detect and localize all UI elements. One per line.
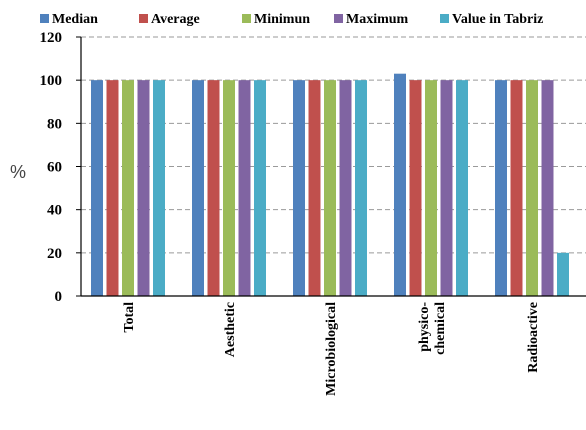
- legend-swatch: [440, 14, 449, 23]
- bar: [238, 80, 251, 297]
- x-category-labels: Total Aesthetic Microbiological physico-che…: [122, 302, 541, 396]
- x-category-label: Aesthetic: [223, 302, 238, 357]
- x-category-label-line: Total: [122, 302, 137, 333]
- bar: [324, 80, 336, 297]
- legend-swatch: [242, 14, 251, 23]
- x-category-label: Radioactive: [526, 302, 541, 373]
- bar: [510, 80, 523, 297]
- bar: [440, 80, 453, 297]
- y-tick-label: 40: [47, 203, 62, 219]
- bar: [394, 73, 406, 296]
- legend-label: Maximum: [346, 12, 409, 27]
- y-tick-label: 0: [55, 289, 63, 305]
- x-category-label: Microbiological: [324, 302, 339, 396]
- legend-label: Value in Tabriz: [452, 12, 543, 27]
- legend-label: Minimun: [254, 12, 310, 27]
- bar: [308, 80, 321, 297]
- axes: [76, 36, 586, 297]
- x-category-label-line: chemical: [433, 302, 448, 355]
- bar: [425, 80, 437, 297]
- y-tick-label: 80: [47, 116, 62, 132]
- y-tick-label: 20: [47, 246, 62, 262]
- bar: [192, 80, 204, 297]
- bar: [122, 80, 134, 297]
- bar: [254, 80, 266, 297]
- bar: [456, 80, 468, 297]
- legend: Median Average Minimun Maximum Value in Tabr…: [40, 12, 543, 27]
- y-tick-labels: 0 20 40 60 80 100 120: [40, 30, 63, 305]
- legend-label: Median: [52, 12, 98, 27]
- y-tick-label: 120: [40, 30, 63, 46]
- x-category-label-line: physico-: [417, 302, 432, 352]
- bar: [355, 80, 367, 297]
- bar: [541, 80, 554, 297]
- legend-swatch: [139, 14, 148, 23]
- bar: [91, 80, 103, 297]
- bar: [339, 80, 352, 297]
- bar: [207, 80, 220, 297]
- x-category-label-line: Aesthetic: [223, 302, 238, 357]
- bars: [91, 73, 569, 297]
- x-category-label-line: Microbiological: [324, 302, 339, 396]
- y-axis-label: %: [10, 162, 26, 182]
- x-category-label-line: Radioactive: [526, 302, 541, 373]
- bar: [409, 80, 422, 297]
- x-category-label: physico-chemical: [417, 302, 448, 355]
- bar: [557, 252, 569, 296]
- y-tick-label: 60: [47, 160, 62, 176]
- x-category-label: Total: [122, 302, 137, 333]
- bar: [106, 80, 119, 297]
- bar: [526, 80, 538, 297]
- bar: [153, 80, 165, 297]
- bar: [495, 80, 507, 297]
- y-tick-label: 100: [40, 73, 63, 89]
- bar: [223, 80, 235, 297]
- legend-swatch: [334, 14, 343, 23]
- legend-label: Average: [151, 12, 200, 27]
- legend-swatch: [40, 14, 49, 23]
- bar: [137, 80, 150, 297]
- bar: [293, 80, 305, 297]
